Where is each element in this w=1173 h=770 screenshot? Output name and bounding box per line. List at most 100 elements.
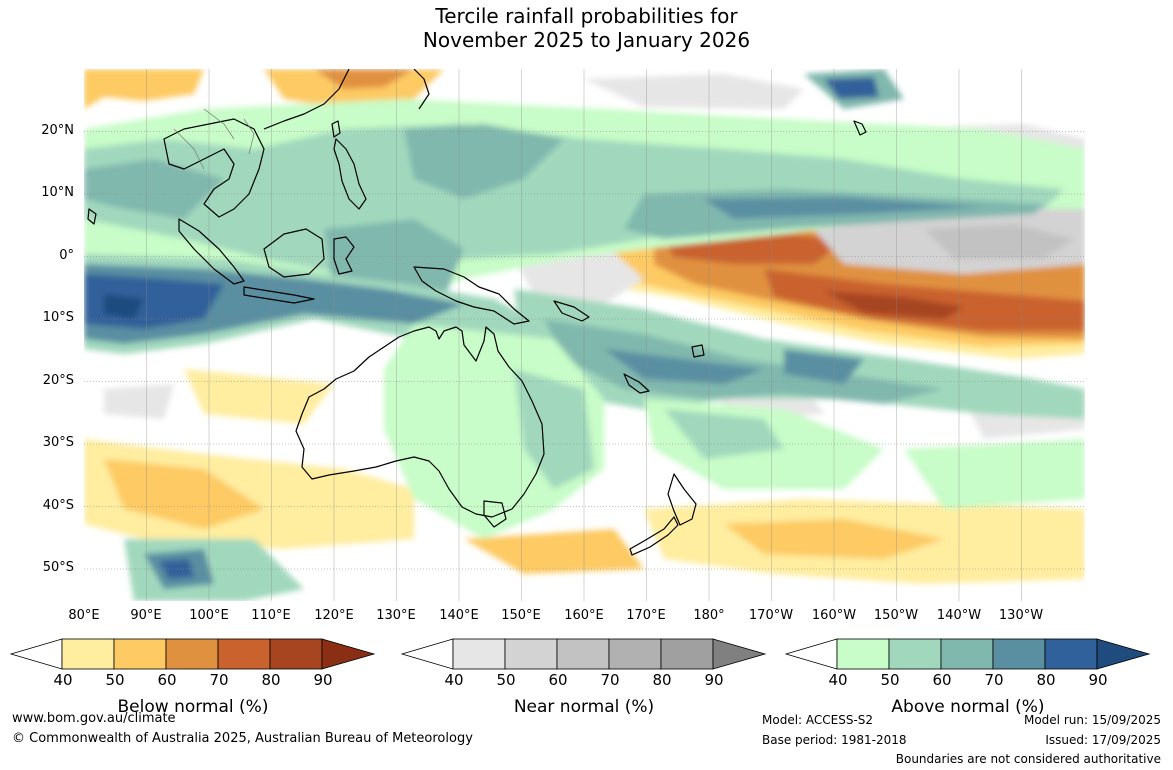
map-canvas [84,69,1085,601]
rainfall-probability-map [84,69,1085,601]
sulawesi-outline [333,236,355,275]
lat-label-0: 0° [59,248,74,263]
se-asia-outline [163,118,265,218]
philippines-outline [333,138,367,210]
above-colorbar-segment-5 [1044,638,1098,670]
title-line-2: November 2025 to January 2026 [422,28,751,52]
below-colorbar-segment-5 [269,638,323,670]
footer-url: www.bom.gov.au/climate [12,711,176,726]
above-tick-80: 80 [1036,671,1056,689]
below-tick-80: 80 [261,671,281,689]
lon-label-150w: 150°W [873,608,919,623]
new-caledonia-outline [623,373,650,394]
footer-model-run: Model run: 15/09/2025 [1023,713,1161,727]
below-colorbar-segment-1 [61,638,115,670]
above-colorbar-low-extend [785,638,838,670]
sumatra-outline [178,218,245,285]
borneo-outline [263,228,325,278]
above-tick-40: 40 [828,671,848,689]
new-zealand-south-outline [629,516,679,556]
above-colorbar-segment-3 [940,638,994,670]
tasmania-outline [483,500,507,528]
lon-label-170e: 170°E [626,608,666,623]
lon-label-120e: 120°E [314,608,354,623]
above-colorbar-segment-1 [836,638,890,670]
new-guinea-outline [413,266,530,325]
solomon-outline [553,300,590,322]
lat-label-20n: 20°N [41,123,74,138]
lon-label-150e: 150°E [501,608,541,623]
colorbar-title-near: Near normal (%) [513,697,655,717]
lat-label-30s: 30°S [42,435,74,450]
below-colorbar-segment-2 [113,638,167,670]
below-tick-90: 90 [313,671,333,689]
lat-label-10n: 10°N [41,185,74,200]
above-colorbar-segment-4 [992,638,1046,670]
near-colorbar-segment-4 [608,638,662,670]
colorbar-title-below: Below normal (%) [117,697,269,717]
colorbar-title-above: Above normal (%) [891,697,1045,717]
lon-label-140e: 140°E [439,608,479,623]
colorbar-near-normal [401,638,767,670]
above-tick-70: 70 [984,671,1004,689]
near-colorbar-segment-5 [660,638,714,670]
below-tick-40: 40 [53,671,73,689]
below-colorbar-segment-4 [217,638,271,670]
hawaii-outline [853,120,867,136]
near-colorbar-high-extend [712,638,767,670]
lat-label-50s: 50°S [42,560,74,575]
title-line-1: Tercile rainfall probabilities for [435,4,738,28]
colorbar-below-normal [10,638,376,670]
lon-label-160w: 160°W [811,608,857,623]
near-colorbar-segment-2 [504,638,558,670]
colorbar-above-normal [785,638,1151,670]
near-colorbar-segment-1 [452,638,506,670]
near-tick-40: 40 [444,671,464,689]
lon-label-170w: 170°W [748,608,794,623]
japan-outline [413,69,430,110]
lon-label-110e: 110°E [251,608,291,623]
java-outline [243,286,315,304]
footer-disclaimer: Boundaries are not considered authoritat… [895,752,1161,766]
below-tick-50: 50 [105,671,125,689]
below-colorbar-segment-3 [165,638,219,670]
near-tick-70: 70 [600,671,620,689]
lat-label-10s: 10°S [42,310,74,325]
below-colorbar-low-extend [10,638,63,670]
lon-label-180: 180° [693,608,725,623]
below-tick-70: 70 [209,671,229,689]
above-colorbar-high-extend [1096,638,1151,670]
fiji-outline [691,344,705,358]
lon-label-80e: 80°E [68,608,100,623]
above-tick-60: 60 [932,671,952,689]
lon-label-140w: 140°W [936,608,982,623]
footer-model: Model: ACCESS-S2 [762,713,874,727]
above-tick-90: 90 [1088,671,1108,689]
new-zealand-north-outline [667,473,697,526]
lon-label-100e: 100°E [189,608,229,623]
near-tick-80: 80 [652,671,672,689]
below-colorbar-high-extend [321,638,376,670]
near-tick-50: 50 [496,671,516,689]
lon-label-130e: 130°E [376,608,416,623]
coastlines [87,69,867,556]
sri-lanka-outline [87,208,97,225]
near-tick-60: 60 [548,671,568,689]
footer-issued: Issued: 17/09/2025 [1045,733,1161,747]
lat-label-40s: 40°S [42,498,74,513]
lon-label-160e: 160°E [564,608,604,623]
below-tick-60: 60 [157,671,177,689]
near-tick-90: 90 [704,671,724,689]
australia-outline [295,326,545,518]
map-gridlines [84,131,1085,570]
map-title: Tercile rainfall probabilities for Novem… [0,4,1173,52]
near-colorbar-segment-3 [556,638,610,670]
near-colorbar-low-extend [401,638,454,670]
lon-label-130w: 130°W [998,608,1044,623]
china-coast-outline [263,69,350,130]
above-tick-50: 50 [880,671,900,689]
map-meridians [146,69,1022,601]
country-borders [173,108,255,170]
lat-label-20s: 20°S [42,373,74,388]
taiwan-outline [331,120,341,138]
